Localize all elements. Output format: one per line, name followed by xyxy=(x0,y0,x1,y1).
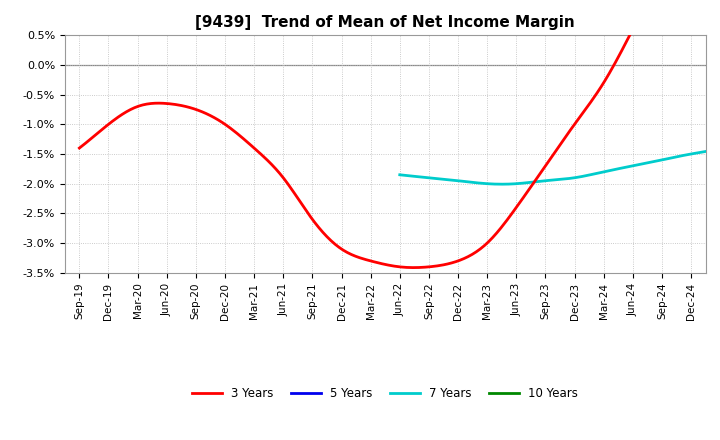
Title: [9439]  Trend of Mean of Net Income Margin: [9439] Trend of Mean of Net Income Margi… xyxy=(195,15,575,30)
Legend: 3 Years, 5 Years, 7 Years, 10 Years: 3 Years, 5 Years, 7 Years, 10 Years xyxy=(187,382,583,405)
